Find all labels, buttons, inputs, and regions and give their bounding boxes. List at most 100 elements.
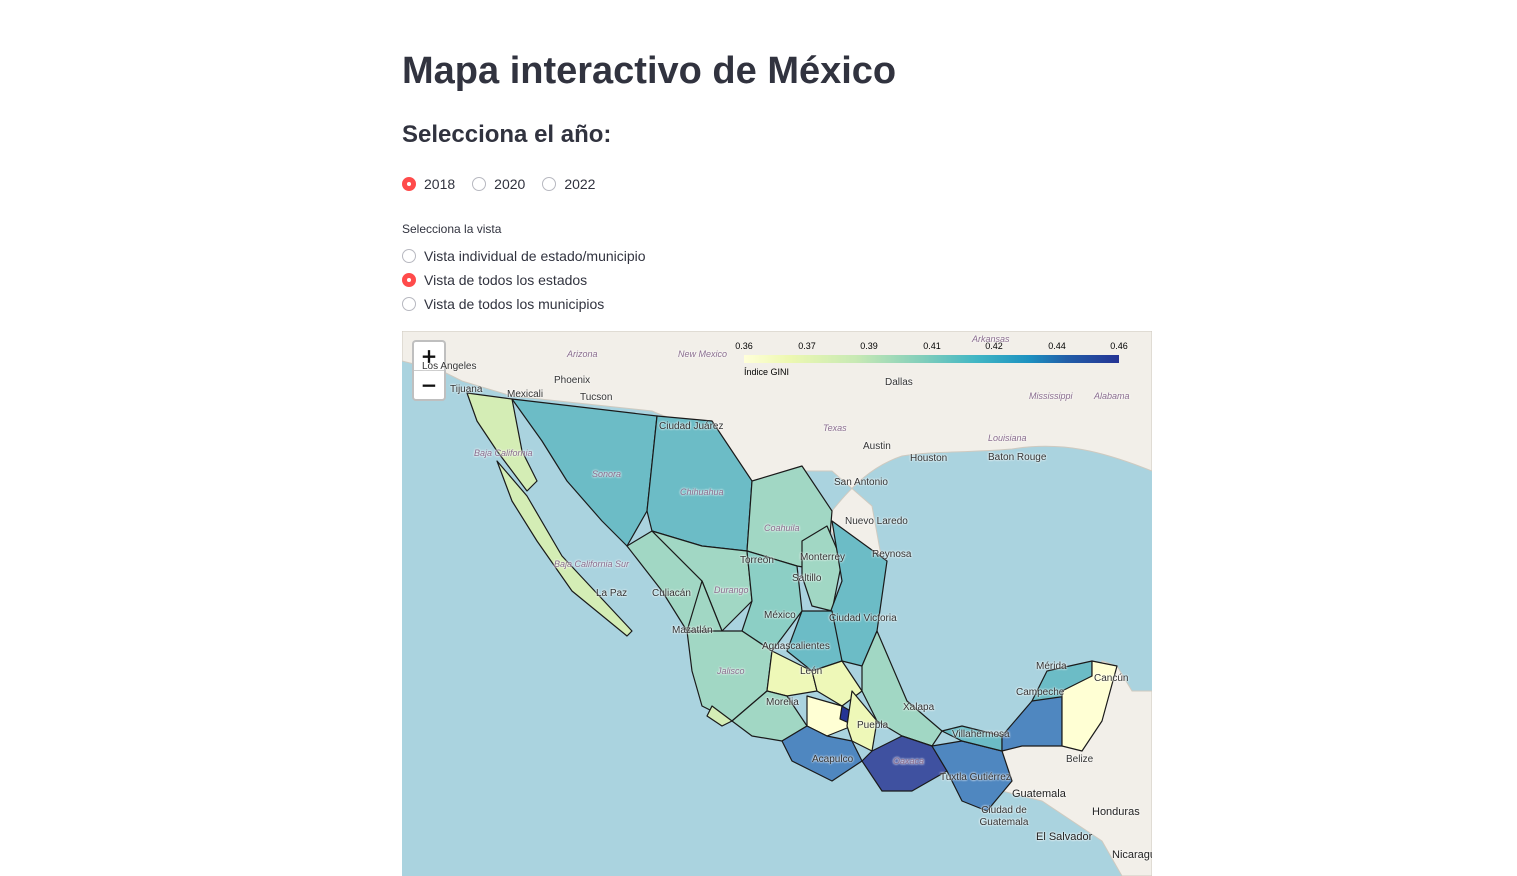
view-radio-label: Vista de todos los estados bbox=[424, 272, 588, 288]
map-label: Dallas bbox=[885, 377, 913, 388]
map-label: Mérida bbox=[1036, 661, 1067, 672]
map-label: Tijuana bbox=[450, 384, 483, 395]
map-label: Aguascalientes bbox=[762, 641, 830, 652]
map-label: Puebla bbox=[857, 720, 889, 731]
map-label: Baja California bbox=[474, 448, 533, 458]
view-label: Selecciona la vista bbox=[402, 222, 502, 236]
radio-dot-icon bbox=[402, 297, 416, 311]
map-label: Los Angeles bbox=[422, 361, 477, 372]
map-label: Arkansas bbox=[972, 334, 1010, 344]
color-legend: 0.36 0.37 0.39 0.41 0.42 0.44 0.46 Índic… bbox=[734, 341, 1128, 386]
year-radio-2020[interactable]: 2020 bbox=[472, 176, 525, 192]
map-label: Monterrey bbox=[800, 552, 846, 563]
year-radio-group: 2018 2020 2022 bbox=[402, 176, 595, 192]
map-label: Nuevo Laredo bbox=[845, 516, 908, 527]
map-label: Mississippi bbox=[1029, 391, 1073, 401]
view-radio-individual[interactable]: Vista individual de estado/municipio bbox=[402, 248, 646, 264]
map-label: Ciudad Victoria bbox=[829, 613, 897, 624]
map-label: La Paz bbox=[596, 588, 628, 599]
legend-caption: Índice GINI bbox=[744, 367, 790, 377]
view-radio-label: Vista individual de estado/municipio bbox=[424, 248, 646, 264]
map-label: Jalisco bbox=[717, 666, 745, 676]
map-label: Arizona bbox=[567, 349, 598, 359]
map-label: Villahermosa bbox=[952, 729, 1010, 740]
year-radio-label: 2022 bbox=[564, 176, 596, 192]
map-label: Honduras bbox=[1092, 806, 1140, 818]
page-title: Mapa interactivo de México bbox=[402, 50, 897, 92]
map-label: Coahuila bbox=[764, 523, 800, 533]
map-label: Tucson bbox=[580, 392, 613, 403]
legend-tick: 0.37 bbox=[798, 341, 816, 351]
legend-tick: 0.46 bbox=[1110, 341, 1128, 351]
map-label: Mazatlán bbox=[672, 625, 713, 636]
map-label: Tuxtla Gutiérrez bbox=[940, 772, 1011, 783]
map-label: Reynosa bbox=[872, 549, 912, 560]
map-label: Ciudad de Guatemala bbox=[979, 805, 1029, 828]
map-label: León bbox=[800, 666, 823, 677]
year-radio-2018[interactable]: 2018 bbox=[402, 176, 455, 192]
radio-dot-icon bbox=[472, 177, 487, 191]
radio-dot-icon bbox=[402, 177, 416, 191]
legend-tick: 0.42 bbox=[985, 341, 1003, 351]
state-chiapas bbox=[931, 740, 1013, 812]
year-radio-label: 2018 bbox=[424, 176, 456, 192]
choropleth-map[interactable]: + − 0.36 0.37 0.39 0.41 0.42 0.44 0.46 Í… bbox=[402, 331, 1152, 876]
map-label: Sonora bbox=[592, 469, 622, 479]
radio-dot-icon bbox=[402, 273, 416, 287]
state-baja-california bbox=[466, 392, 538, 492]
map-label: New Mexico bbox=[678, 349, 728, 359]
map-canvas bbox=[402, 331, 1152, 876]
map-label: Austin bbox=[863, 441, 891, 452]
zoom-out-button[interactable]: − bbox=[414, 370, 444, 399]
map-label: México bbox=[764, 610, 796, 621]
map-label: Louisiana bbox=[988, 433, 1027, 443]
view-radio-all-states[interactable]: Vista de todos los estados bbox=[402, 272, 646, 288]
map-label: Texas bbox=[823, 423, 847, 433]
year-radio-2022[interactable]: 2022 bbox=[542, 176, 595, 192]
state-edomex bbox=[806, 695, 853, 737]
map-label: Phoenix bbox=[554, 375, 591, 386]
map-label: Nicaragua bbox=[1112, 849, 1152, 861]
legend-tick: 0.39 bbox=[860, 341, 878, 351]
map-label: Baton Rouge bbox=[988, 452, 1047, 463]
state-quintana-roo bbox=[1061, 660, 1118, 752]
legend-tick: 0.44 bbox=[1048, 341, 1066, 351]
map-label: Culiacán bbox=[652, 588, 691, 599]
view-radio-group: Vista individual de estado/municipio Vis… bbox=[402, 248, 646, 312]
map-label: Baja California Sur bbox=[554, 559, 630, 569]
legend-ticks: 0.36 0.37 0.39 0.41 0.42 0.44 0.46 bbox=[734, 341, 1128, 353]
map-label: Belize bbox=[1066, 754, 1094, 765]
map-label: Alabama bbox=[1094, 391, 1130, 401]
map-label: Ciudad Juárez bbox=[659, 421, 724, 432]
map-label: Torreón bbox=[740, 555, 774, 566]
view-radio-all-municipalities[interactable]: Vista de todos los municipios bbox=[402, 296, 646, 312]
state-tamaulipas bbox=[826, 520, 888, 667]
year-heading: Selecciona el año: bbox=[402, 121, 612, 148]
map-label: Durango bbox=[714, 585, 749, 595]
map-label: San Antonio bbox=[834, 477, 888, 488]
map-label: Guatemala bbox=[1012, 788, 1066, 800]
map-label: Chihuahua bbox=[680, 487, 724, 497]
state-baja-california-sur bbox=[496, 460, 633, 637]
map-label: El Salvador bbox=[1036, 831, 1093, 843]
map-label: Campeche bbox=[1016, 687, 1065, 698]
map-label: Oaxaca bbox=[893, 756, 925, 766]
state-puebla bbox=[846, 690, 878, 752]
map-label: Xalapa bbox=[903, 702, 935, 713]
radio-dot-icon bbox=[542, 177, 557, 191]
map-label: Morelia bbox=[766, 697, 799, 708]
map-label: Saltillo bbox=[792, 573, 822, 584]
map-label: Mexicali bbox=[507, 389, 544, 400]
legend-tick: 0.36 bbox=[735, 341, 753, 351]
map-label: Cancún bbox=[1094, 673, 1129, 684]
map-label: Houston bbox=[910, 453, 948, 464]
state-colima bbox=[706, 705, 733, 727]
legend-tick: 0.41 bbox=[923, 341, 941, 351]
radio-dot-icon bbox=[402, 249, 416, 263]
state-guerrero bbox=[781, 725, 863, 782]
zoom-in-button[interactable]: + bbox=[420, 344, 438, 368]
view-radio-label: Vista de todos los municipios bbox=[424, 296, 605, 312]
map-label: Acapulco bbox=[812, 754, 854, 765]
year-radio-label: 2020 bbox=[494, 176, 526, 192]
zoom-control: + − bbox=[412, 340, 446, 401]
